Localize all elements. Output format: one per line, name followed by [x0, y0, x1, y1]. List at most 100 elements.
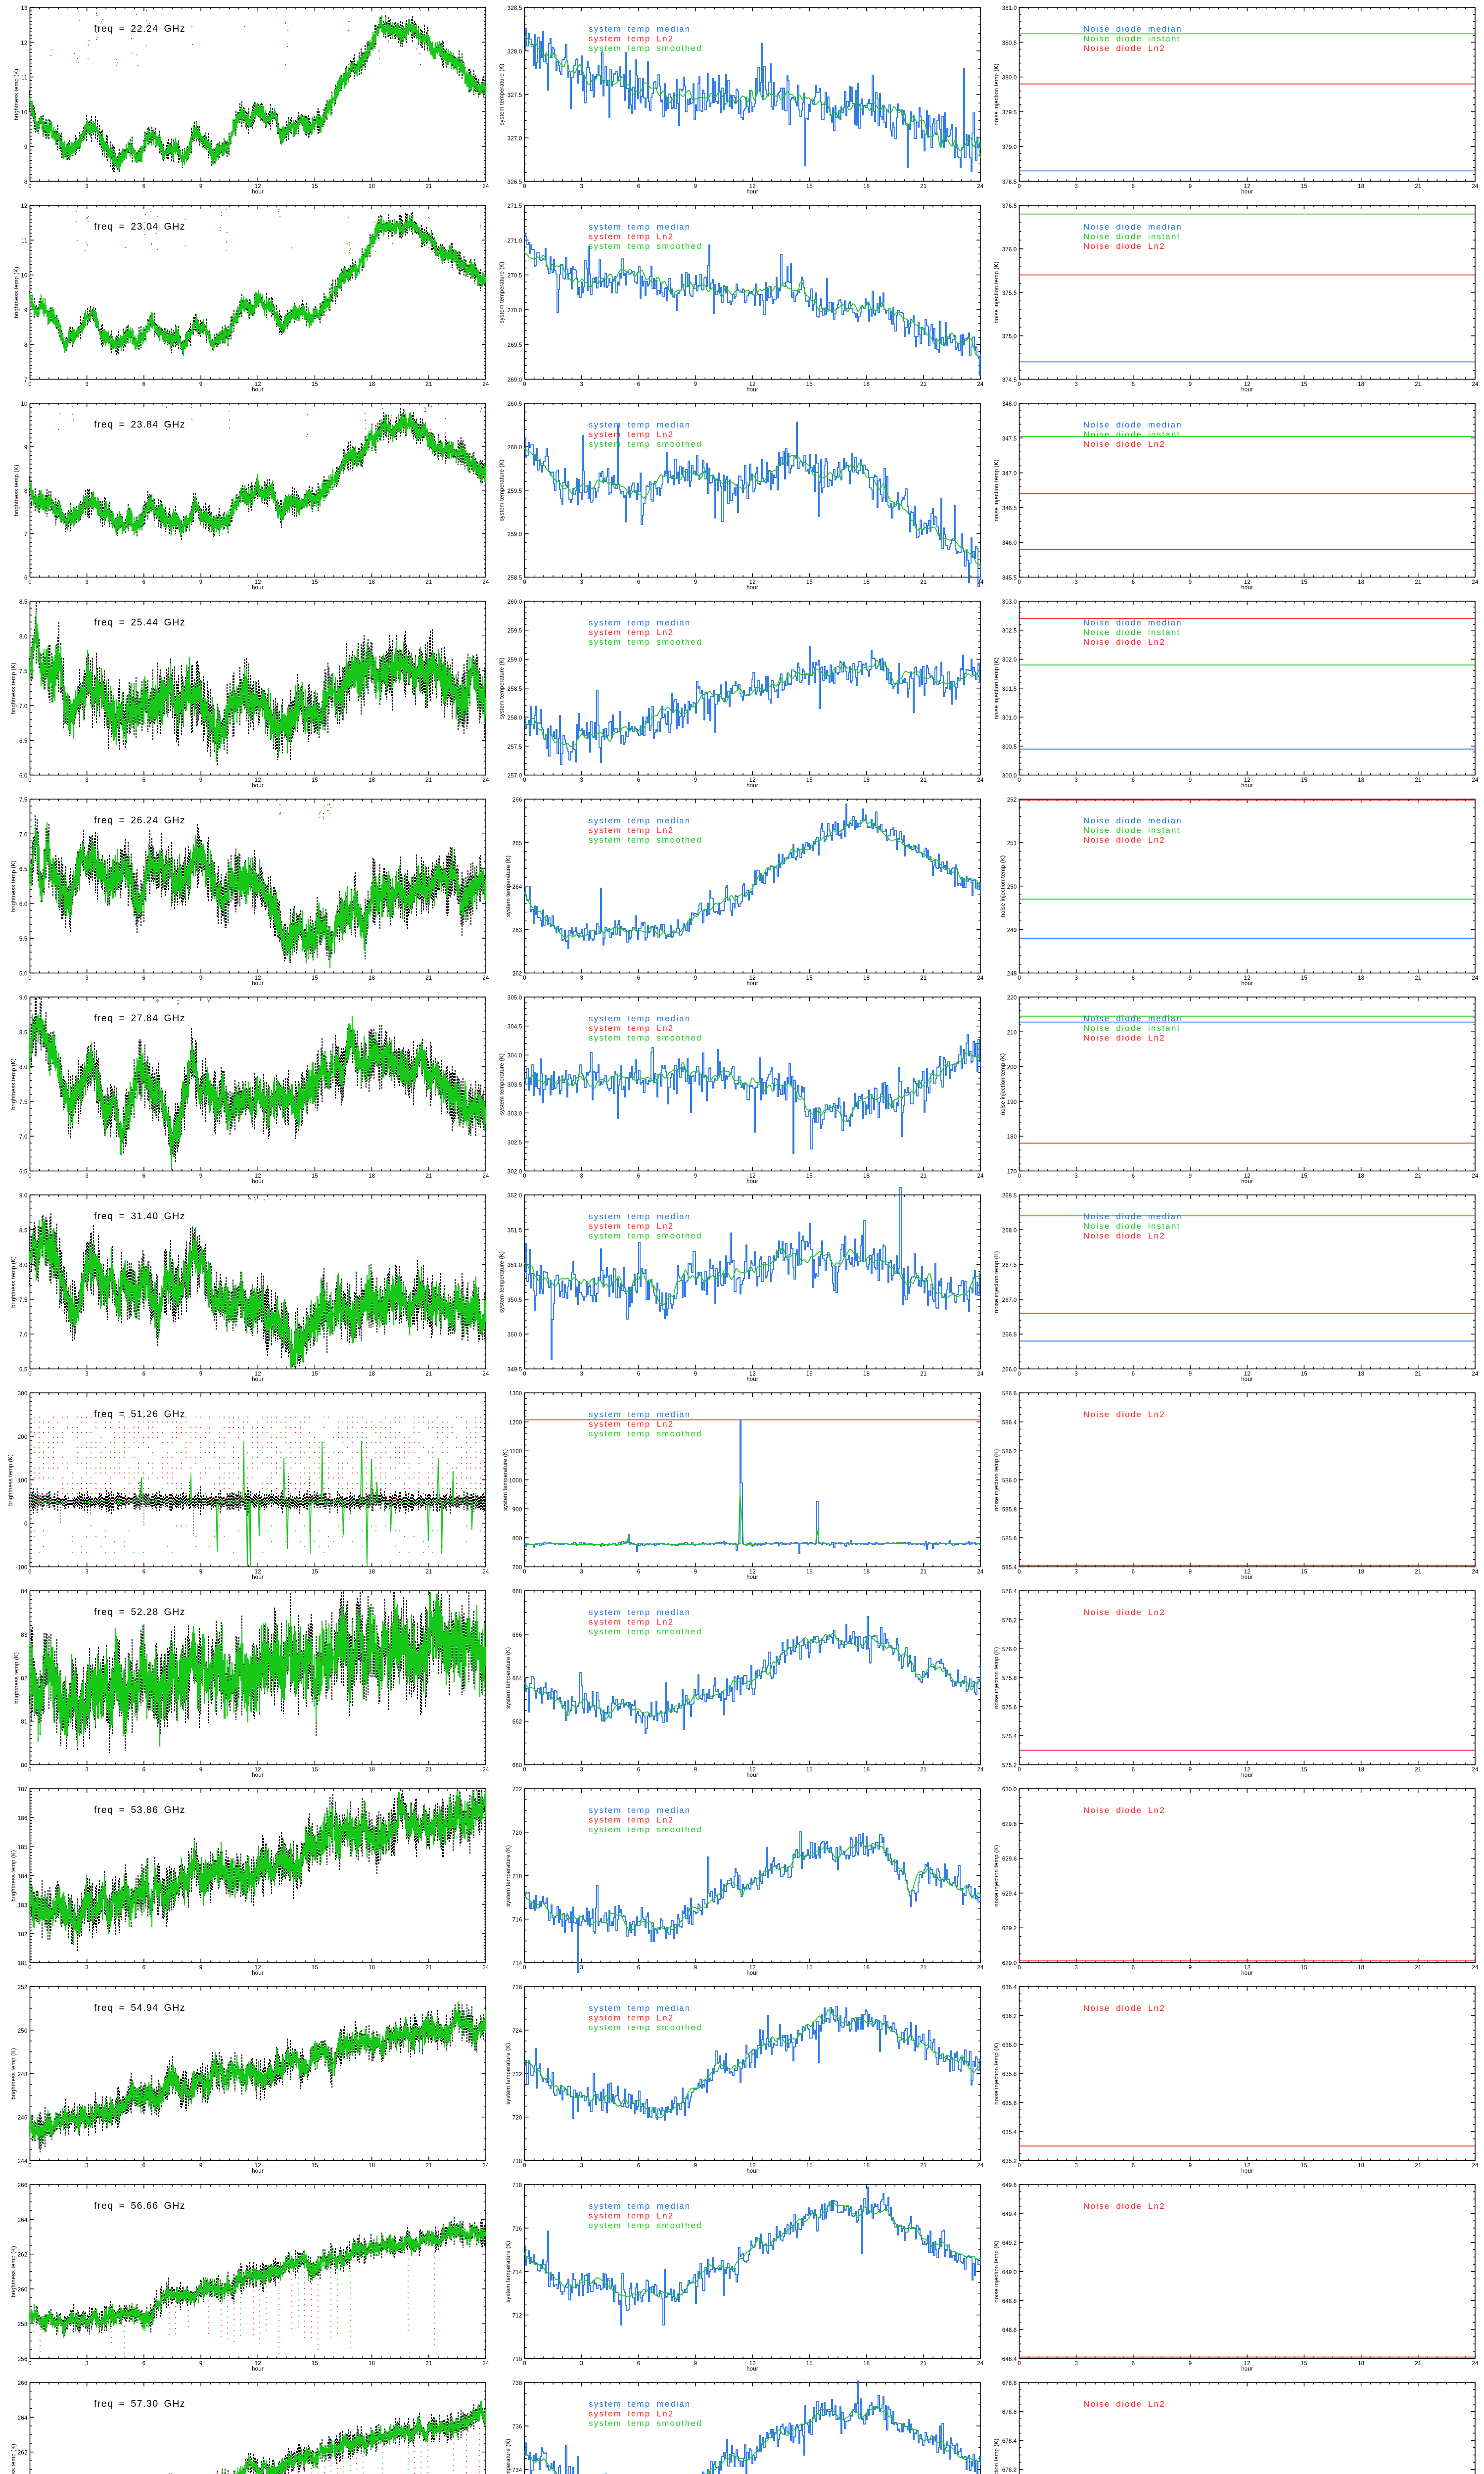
svg-text:585.4: 585.4: [1002, 1565, 1017, 1571]
svg-text:21: 21: [425, 184, 432, 190]
svg-text:9: 9: [694, 1569, 697, 1575]
svg-text:system temp median: system temp median: [589, 816, 691, 825]
svg-text:9.0: 9.0: [19, 995, 28, 1001]
svg-text:3: 3: [580, 579, 583, 585]
svg-text:Noise diode Ln2: Noise diode Ln2: [1083, 2399, 1165, 2409]
svg-text:21: 21: [920, 381, 927, 387]
svg-text:21: 21: [425, 579, 432, 585]
svg-text:21: 21: [425, 1173, 432, 1179]
svg-text:hour: hour: [746, 1377, 758, 1382]
svg-text:648.8: 648.8: [1002, 2298, 1017, 2304]
svg-text:Noise diode median: Noise diode median: [1083, 816, 1182, 825]
svg-text:6: 6: [142, 1767, 146, 1773]
svg-text:376.0: 376.0: [1002, 247, 1017, 253]
svg-text:24: 24: [482, 2361, 489, 2367]
svg-text:303.0: 303.0: [1002, 599, 1017, 605]
svg-text:freq = 31.40 GHz: freq = 31.40 GHz: [94, 1211, 186, 1222]
svg-text:12: 12: [1244, 2163, 1251, 2169]
svg-text:220: 220: [1007, 995, 1017, 1001]
svg-text:12: 12: [255, 1965, 261, 1971]
svg-text:12: 12: [1244, 184, 1251, 190]
svg-text:18: 18: [1358, 1767, 1364, 1773]
svg-text:brightness temp (K): brightness temp (K): [8, 1454, 14, 1506]
svg-text:259.0: 259.0: [508, 657, 522, 663]
svg-text:6: 6: [1132, 975, 1135, 981]
svg-text:9: 9: [1189, 381, 1192, 387]
svg-text:3: 3: [580, 975, 583, 981]
svg-text:268.5: 268.5: [1002, 1193, 1017, 1199]
svg-text:24: 24: [1472, 579, 1479, 585]
svg-text:15: 15: [806, 1767, 813, 1773]
svg-text:system temp smoothed: system temp smoothed: [589, 44, 702, 53]
svg-text:12: 12: [255, 2163, 261, 2169]
svg-text:6: 6: [637, 2361, 641, 2367]
svg-text:9: 9: [24, 445, 28, 451]
svg-text:system temp median: system temp median: [589, 222, 691, 232]
svg-text:0: 0: [28, 2361, 32, 2367]
svg-text:7.0: 7.0: [19, 832, 28, 838]
svg-text:-100: -100: [16, 1565, 28, 1571]
svg-text:18: 18: [1358, 184, 1364, 190]
svg-text:system temperature (K): system temperature (K): [506, 1647, 511, 1709]
svg-text:9: 9: [1189, 1569, 1192, 1575]
svg-text:170: 170: [1007, 1169, 1017, 1175]
svg-text:378.5: 378.5: [1002, 180, 1017, 186]
svg-text:328.0: 328.0: [508, 49, 522, 55]
svg-text:24: 24: [1472, 1371, 1479, 1377]
svg-text:system temp Ln2: system temp Ln2: [589, 1815, 674, 1825]
svg-text:635.8: 635.8: [1002, 2072, 1017, 2078]
svg-text:575.4: 575.4: [1002, 1734, 1017, 1740]
svg-text:hour: hour: [1241, 1970, 1253, 1976]
svg-text:15: 15: [312, 975, 318, 981]
svg-text:hour: hour: [252, 1970, 264, 1976]
svg-text:8: 8: [24, 180, 28, 186]
svg-text:586.6: 586.6: [1002, 1391, 1017, 1397]
svg-text:system temp smoothed: system temp smoothed: [589, 637, 702, 647]
svg-text:12: 12: [749, 1767, 756, 1773]
svg-text:18: 18: [369, 381, 375, 387]
svg-text:700: 700: [512, 1565, 522, 1571]
svg-text:714: 714: [512, 2270, 522, 2276]
svg-text:system temp smoothed: system temp smoothed: [589, 2221, 702, 2230]
svg-text:freq = 57.30 GHz: freq = 57.30 GHz: [94, 2398, 186, 2409]
svg-text:6: 6: [142, 1569, 146, 1575]
svg-text:system temp Ln2: system temp Ln2: [589, 1420, 674, 1429]
svg-text:6: 6: [1132, 184, 1135, 190]
svg-text:system temperature (K): system temperature (K): [506, 2439, 511, 2474]
svg-text:666: 666: [512, 1632, 522, 1638]
svg-text:9: 9: [1189, 579, 1192, 585]
svg-text:24: 24: [482, 1569, 489, 1575]
svg-text:system temperature (K): system temperature (K): [499, 460, 505, 522]
svg-text:9: 9: [694, 777, 697, 783]
svg-text:0: 0: [28, 1371, 32, 1377]
svg-text:8.0: 8.0: [19, 1263, 28, 1269]
svg-text:24: 24: [977, 184, 984, 190]
svg-text:376.5: 376.5: [1002, 203, 1017, 209]
svg-text:10: 10: [21, 401, 27, 407]
svg-text:718: 718: [512, 2159, 522, 2165]
svg-text:576.2: 576.2: [1002, 1618, 1017, 1624]
svg-text:24: 24: [1472, 1173, 1479, 1179]
svg-text:738: 738: [512, 2380, 522, 2386]
svg-text:hour: hour: [252, 1377, 264, 1382]
svg-text:freq = 23.04 GHz: freq = 23.04 GHz: [94, 221, 186, 232]
svg-text:freq = 22.24 GHz: freq = 22.24 GHz: [94, 23, 186, 34]
svg-text:system temp smoothed: system temp smoothed: [589, 241, 702, 251]
svg-text:15: 15: [312, 2163, 318, 2169]
svg-text:21: 21: [920, 184, 927, 190]
svg-text:262: 262: [512, 971, 522, 977]
svg-text:hour: hour: [746, 1574, 758, 1580]
svg-text:18: 18: [369, 1569, 375, 1575]
svg-text:181: 181: [18, 1961, 28, 1967]
svg-text:266.5: 266.5: [1002, 1332, 1017, 1338]
svg-text:15: 15: [1301, 2361, 1307, 2367]
svg-text:9: 9: [199, 1569, 203, 1575]
svg-text:258.5: 258.5: [508, 575, 522, 581]
svg-text:7.0: 7.0: [19, 704, 28, 710]
svg-text:635.4: 635.4: [1002, 2130, 1017, 2136]
svg-text:18: 18: [369, 579, 375, 585]
svg-text:24: 24: [482, 975, 489, 981]
svg-text:3: 3: [1074, 975, 1078, 981]
svg-text:6: 6: [637, 1965, 641, 1971]
svg-text:734: 734: [512, 2468, 522, 2474]
